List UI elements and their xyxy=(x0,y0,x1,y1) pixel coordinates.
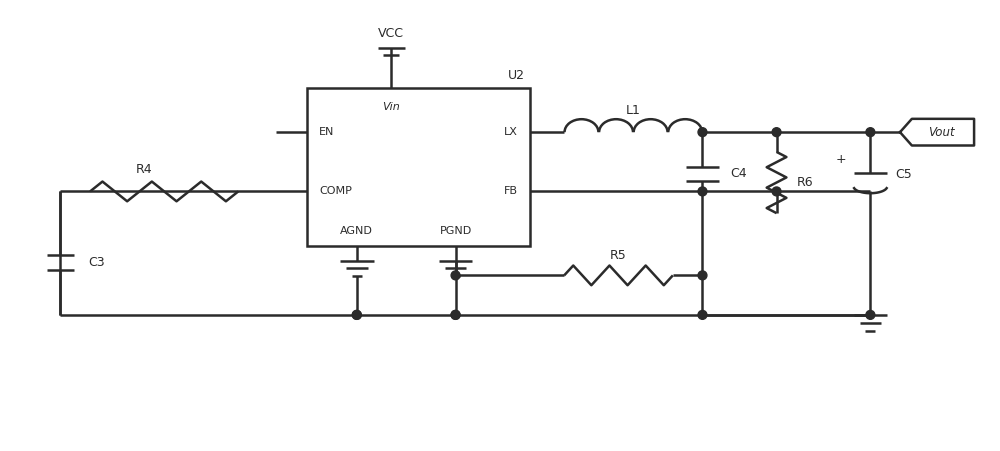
Circle shape xyxy=(451,271,460,280)
Circle shape xyxy=(451,310,460,319)
Text: FB: FB xyxy=(504,186,518,197)
Text: R6: R6 xyxy=(796,176,813,189)
Circle shape xyxy=(698,187,707,196)
Text: COMP: COMP xyxy=(319,186,352,197)
Circle shape xyxy=(772,128,781,137)
Circle shape xyxy=(451,310,460,319)
Circle shape xyxy=(352,310,361,319)
Circle shape xyxy=(698,271,707,280)
Circle shape xyxy=(698,128,707,137)
FancyBboxPatch shape xyxy=(307,87,530,246)
Text: R5: R5 xyxy=(610,249,627,262)
Text: PGND: PGND xyxy=(439,226,472,236)
Text: C3: C3 xyxy=(88,256,105,269)
Text: R4: R4 xyxy=(136,163,153,176)
Text: AGND: AGND xyxy=(340,226,373,236)
Text: Vin: Vin xyxy=(382,102,400,112)
Text: VCC: VCC xyxy=(378,27,404,40)
Text: U2: U2 xyxy=(508,69,525,83)
Circle shape xyxy=(352,310,361,319)
Circle shape xyxy=(772,187,781,196)
Text: EN: EN xyxy=(319,127,335,137)
Text: C4: C4 xyxy=(730,167,747,180)
Circle shape xyxy=(866,128,875,137)
Text: Vout: Vout xyxy=(928,126,954,138)
Text: LX: LX xyxy=(504,127,518,137)
Text: +: + xyxy=(835,153,846,166)
Circle shape xyxy=(866,310,875,319)
Circle shape xyxy=(698,310,707,319)
Text: L1: L1 xyxy=(626,104,641,117)
Text: C5: C5 xyxy=(895,168,912,181)
